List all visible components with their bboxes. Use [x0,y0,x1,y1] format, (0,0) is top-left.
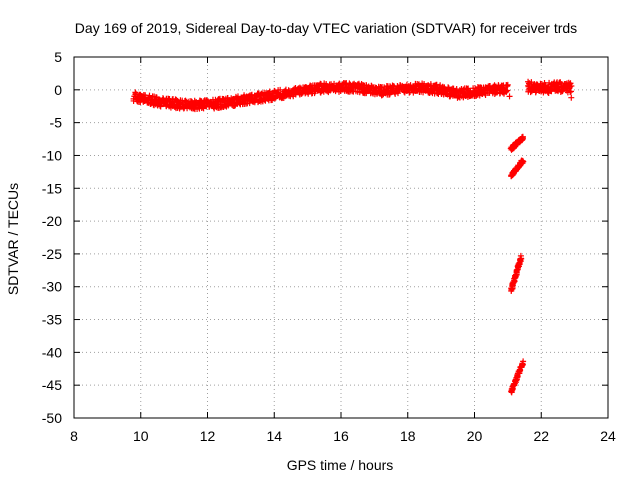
data-points [130,78,575,396]
y-axis-title: SDTVAR / TECUs [5,183,21,295]
axis-tick-labels: 8 10 12 14 16 18 20 22 24 5 0 -5 -10 -15 -20 -25 -30 -35 -… [42,49,616,444]
data-point [568,82,575,89]
x-tick-label: 8 [70,428,78,444]
data-point [567,80,574,87]
data-point [504,87,511,94]
y-tick-label: -5 [50,115,63,131]
chart-title: Day 169 of 2019, Sidereal Day-to-day VTE… [75,20,577,36]
data-point [277,86,284,93]
y-tick-label: -20 [42,213,62,229]
x-tick-label: 16 [333,428,349,444]
data-point-streak [519,133,526,140]
y-tick-label: -15 [42,180,62,196]
x-tick-label: 10 [133,428,149,444]
data-point-streak [520,358,527,365]
y-tick-label: -40 [42,344,62,360]
grid-lines [74,57,608,418]
y-tick-label: 0 [54,82,62,98]
x-tick-label: 20 [467,428,483,444]
x-axis-title: GPS time / hours [287,457,394,473]
y-tick-label: -10 [42,147,62,163]
y-tick-label: -35 [42,312,62,328]
x-tick-label: 12 [200,428,216,444]
data-point [248,91,255,98]
y-tick-label: 5 [54,49,62,65]
y-tick-label: -45 [42,377,62,393]
data-point-outlier [506,93,513,100]
data-point-outlier [568,94,575,101]
y-tick-label: -50 [42,410,62,426]
data-point [146,92,153,99]
data-point-streak [517,252,524,259]
data-point [159,95,166,102]
x-tick-label: 22 [533,428,549,444]
x-tick-label: 18 [400,428,416,444]
x-tick-label: 24 [600,428,616,444]
data-point [567,89,574,96]
y-tick-label: -30 [42,279,62,295]
data-point [157,103,164,110]
data-point [568,88,575,95]
data-point [395,90,402,97]
x-tick-label: 14 [266,428,282,444]
y-tick-label: -25 [42,246,62,262]
axis-ticks [73,56,609,419]
data-point [504,81,511,88]
data-point [190,105,197,112]
data-point-streak [520,158,527,165]
